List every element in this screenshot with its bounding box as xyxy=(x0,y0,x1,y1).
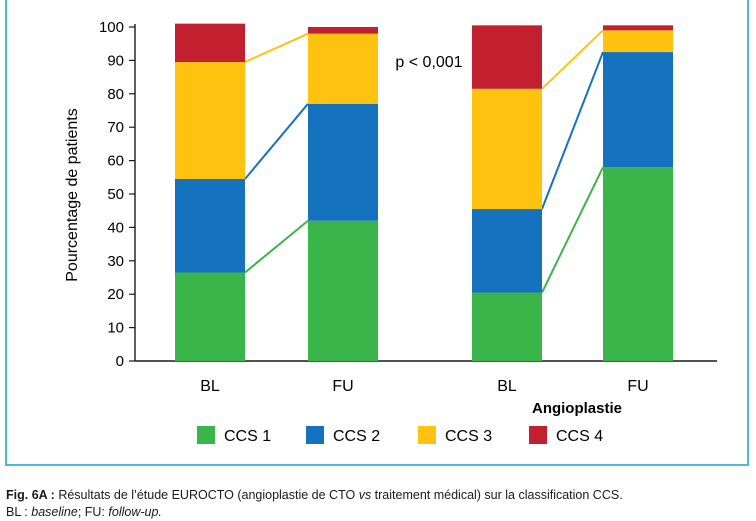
connector-line xyxy=(244,32,309,63)
x-tick-label: FU xyxy=(627,378,648,395)
connector-line xyxy=(541,29,604,90)
connector-line xyxy=(244,103,309,180)
caption-line-2: BL : baseline; FU: follow-up. xyxy=(6,504,754,521)
bar-segment xyxy=(175,178,245,273)
caption-vs: vs xyxy=(358,488,372,502)
bar-segment xyxy=(472,88,542,210)
legend-label: CCS 3 xyxy=(445,428,492,445)
y-tick-label: 80 xyxy=(107,86,124,103)
y-tick-label: 0 xyxy=(116,353,124,370)
legend-swatch xyxy=(529,426,547,444)
bar-segment xyxy=(308,33,378,104)
legend-swatch xyxy=(418,426,436,444)
caption-line2-a: BL : xyxy=(6,505,32,519)
bar-segment xyxy=(603,52,673,168)
legend-label: CCS 1 xyxy=(224,428,271,445)
y-axis: 0 10 20 30 40 50 60 70 80 90 100 xyxy=(99,19,717,370)
legend-label: CCS 2 xyxy=(333,428,380,445)
legend: CCS 1 CCS 2 CCS 3 CCS 4 xyxy=(197,426,603,445)
bar-segment xyxy=(308,220,378,361)
bar-segment xyxy=(175,272,245,361)
group-label: Angioplastie xyxy=(532,400,622,417)
y-tick-label: 10 xyxy=(107,320,124,337)
caption-line2-b: ; FU: xyxy=(77,505,109,519)
connector-line xyxy=(541,51,604,210)
bars xyxy=(175,23,673,361)
bar-segment xyxy=(175,23,245,63)
y-axis-title: Pourcentage de patients xyxy=(64,108,81,281)
y-tick-label: 60 xyxy=(107,153,124,170)
x-tick-label: FU xyxy=(332,378,353,395)
caption-fig-label: Fig. 6A : xyxy=(6,488,55,502)
connector-line xyxy=(244,219,309,274)
bar-segment xyxy=(175,62,245,179)
bar-segment xyxy=(603,167,673,361)
legend-label: CCS 4 xyxy=(556,428,603,445)
y-tick-label: 30 xyxy=(107,253,124,270)
connector-line xyxy=(541,166,604,293)
bar-segment xyxy=(603,30,673,53)
y-tick-label: 90 xyxy=(107,52,124,69)
figure-caption: Fig. 6A : Résultats de l’étude EUROCTO (… xyxy=(6,487,754,521)
bar-segment xyxy=(472,25,542,89)
figure-frame: 0 10 20 30 40 50 60 70 80 90 100 BL FU BL FU Pourcent… xyxy=(5,0,749,466)
legend-swatch xyxy=(197,426,215,444)
bar-segment xyxy=(603,25,673,31)
bar-segment xyxy=(308,27,378,34)
p-value-annotation: p < 0,001 xyxy=(395,54,462,71)
bar-segment xyxy=(308,103,378,221)
y-tick-label: 20 xyxy=(107,286,124,303)
bar-segment xyxy=(472,292,542,361)
caption-baseline: baseline xyxy=(31,505,78,519)
caption-text-a: Résultats de l’étude EUROCTO (angioplast… xyxy=(54,488,359,502)
x-tick-label: BL xyxy=(497,378,517,395)
y-tick-label: 50 xyxy=(107,186,124,203)
caption-line-1: Fig. 6A : Résultats de l’étude EUROCTO (… xyxy=(6,487,754,504)
connector-lines xyxy=(244,29,604,293)
bar-segment xyxy=(472,209,542,293)
x-axis-labels: BL FU BL FU xyxy=(200,378,648,395)
caption-text-b: traitement médical) sur la classificatio… xyxy=(371,488,623,502)
caption-followup: follow-up. xyxy=(108,505,162,519)
y-tick-label: 70 xyxy=(107,119,124,136)
x-tick-label: BL xyxy=(200,378,220,395)
legend-swatch xyxy=(306,426,324,444)
y-tick-label: 40 xyxy=(107,219,124,236)
stacked-bar-chart: 0 10 20 30 40 50 60 70 80 90 100 BL FU BL FU Pourcent… xyxy=(64,19,717,445)
y-tick-label: 100 xyxy=(99,19,124,36)
